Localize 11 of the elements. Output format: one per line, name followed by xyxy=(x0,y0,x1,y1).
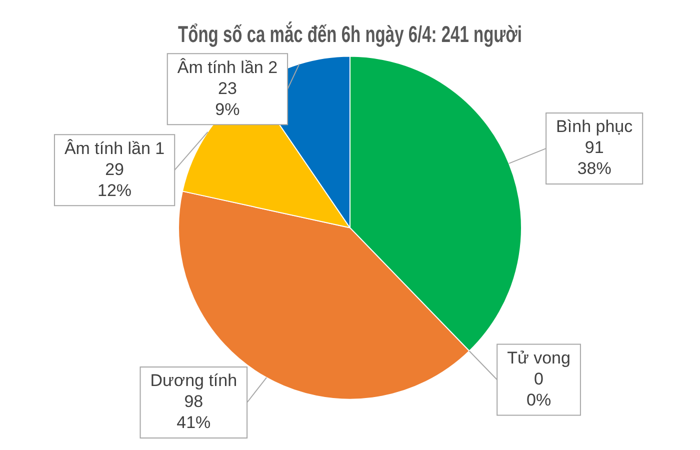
chart-title: Tổng số ca mắc đến 6h ngày 6/4: 241 người xyxy=(178,21,522,48)
legend-label: Tử vong xyxy=(507,348,570,368)
slice-label: Bình phục xyxy=(556,117,634,136)
slice-label: Âm tính lần 1 xyxy=(64,138,165,158)
slice-label: Dương tính xyxy=(150,371,238,390)
data-label: 29 12% xyxy=(98,160,132,200)
data-label: 98 41% xyxy=(176,392,211,432)
text: 0 0% xyxy=(526,369,552,410)
data-label: 23 9% xyxy=(215,78,240,119)
slice-label: Âm tính lần 2 xyxy=(177,58,278,77)
data-label: 91 38% xyxy=(577,138,612,178)
